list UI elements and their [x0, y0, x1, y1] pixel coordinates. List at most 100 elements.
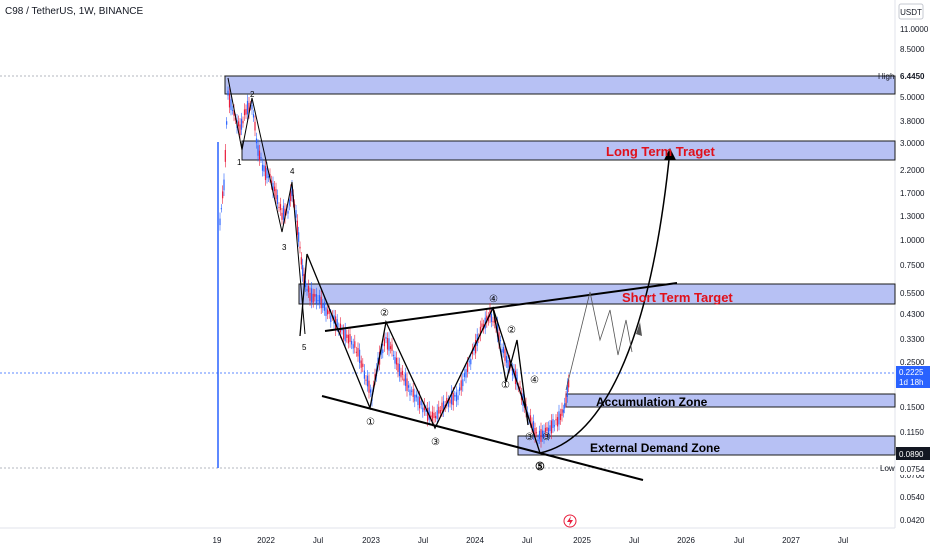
- candle-body: [269, 173, 271, 178]
- candle-body: [544, 427, 547, 433]
- wave-label: ④: [530, 375, 539, 386]
- wave-label: 5: [302, 343, 307, 352]
- external-demand-zone: [517, 435, 896, 456]
- x-tick-label: Jul: [629, 536, 639, 545]
- candle-body: [255, 138, 258, 144]
- candle-body: [288, 199, 290, 206]
- candle-body: [412, 389, 414, 397]
- lower-trendline: [321, 395, 644, 481]
- candle-body: [502, 346, 505, 354]
- candle-body: [291, 186, 293, 196]
- candle-body: [532, 421, 535, 435]
- wave-label: ⑤: [535, 461, 545, 473]
- currency-label: USDT: [900, 8, 922, 17]
- candle-body: [510, 365, 512, 367]
- lightning-icon[interactable]: [563, 514, 577, 528]
- candle-body: [290, 190, 292, 201]
- currency-button[interactable]: [898, 3, 924, 20]
- candle-body: [246, 100, 249, 115]
- candle-body: [312, 293, 314, 303]
- candle-body: [300, 257, 302, 265]
- candle-body: [323, 302, 325, 311]
- candle-body: [385, 336, 387, 339]
- candle-body: [230, 99, 232, 110]
- candle-body: [347, 334, 349, 344]
- y-tick-label: 0.0420: [900, 516, 925, 525]
- candle-body: [534, 428, 536, 438]
- candle-body: [501, 349, 503, 353]
- x-tick-label: 2027: [782, 536, 800, 545]
- candle-body: [261, 164, 264, 171]
- y-tick-label: 11.0000: [900, 25, 929, 34]
- candle-body: [505, 356, 508, 363]
- candle-body: [446, 397, 448, 403]
- candle-body: [279, 204, 282, 211]
- candle-body: [282, 205, 285, 220]
- candle-body: [470, 358, 472, 365]
- candle-body: [344, 329, 346, 342]
- candle-body: [454, 395, 456, 397]
- wave-label: ②: [380, 308, 389, 319]
- y-tick-label: 8.5000: [900, 45, 925, 54]
- candle-body: [516, 374, 518, 385]
- candle-body: [343, 329, 345, 340]
- y-tick-label: 1.7000: [900, 189, 925, 198]
- wave-label: ④: [489, 294, 498, 305]
- candle-body: [541, 430, 544, 437]
- candle-body: [298, 232, 300, 242]
- candle-body: [267, 176, 270, 178]
- candle-body: [278, 206, 280, 208]
- y-tick-label: 0.3300: [900, 335, 925, 344]
- candle-body: [391, 344, 393, 351]
- candle-body: [240, 118, 243, 130]
- candle-body: [481, 323, 483, 328]
- candle-body: [317, 300, 319, 302]
- wave-labels: 2 1 4 3 5 ① ② ③ ④ ① ② ③ ④ ⑤ ③: [237, 90, 551, 473]
- candle-body: [462, 379, 464, 387]
- projection-zigzag: [565, 291, 633, 391]
- chart-title: C98 / TetherUS, 1W, BINANCE: [5, 6, 144, 17]
- y-tick-label: 5.0000: [900, 93, 925, 102]
- candle-body: [222, 191, 224, 199]
- x-tick-label: 2026: [677, 536, 695, 545]
- candle-body: [220, 208, 222, 210]
- y-tick-label: 1.0000: [900, 236, 925, 245]
- wave-label: 3: [282, 243, 287, 252]
- candle-body: [254, 121, 256, 131]
- candle-body: [237, 121, 240, 127]
- candle-body: [369, 389, 372, 393]
- candle-body: [248, 102, 250, 114]
- candle-body: [352, 344, 354, 349]
- candle-body: [386, 338, 389, 350]
- candle-body: [272, 182, 274, 193]
- long-term-target-zone: [241, 140, 896, 161]
- x-tick-label: Jul: [313, 536, 323, 545]
- candle-body: [406, 378, 408, 391]
- candle-body: [349, 334, 351, 343]
- candle-body: [227, 90, 229, 96]
- candle-body: [311, 288, 313, 303]
- low-value-box: [898, 463, 928, 475]
- candle-body: [490, 313, 493, 322]
- x-tick-label: Jul: [522, 536, 532, 545]
- candle-body: [354, 341, 356, 348]
- candle-body: [264, 166, 267, 181]
- candle-body: [436, 410, 438, 420]
- candle-body: [330, 315, 332, 322]
- candle-body: [306, 288, 308, 291]
- candle-body: [309, 292, 311, 301]
- candle-body: [562, 409, 564, 413]
- candle-body: [498, 332, 500, 344]
- candle-body: [538, 430, 541, 440]
- candle-body: [452, 393, 454, 406]
- candle-body: [389, 346, 392, 350]
- candle-body: [553, 425, 556, 427]
- y-tick-label: 2.2000: [900, 166, 925, 175]
- candle-body: [231, 109, 234, 111]
- wave-label: 4: [290, 167, 295, 176]
- candle-body: [239, 124, 241, 136]
- candle-body: [460, 380, 462, 391]
- candle-body: [304, 280, 307, 288]
